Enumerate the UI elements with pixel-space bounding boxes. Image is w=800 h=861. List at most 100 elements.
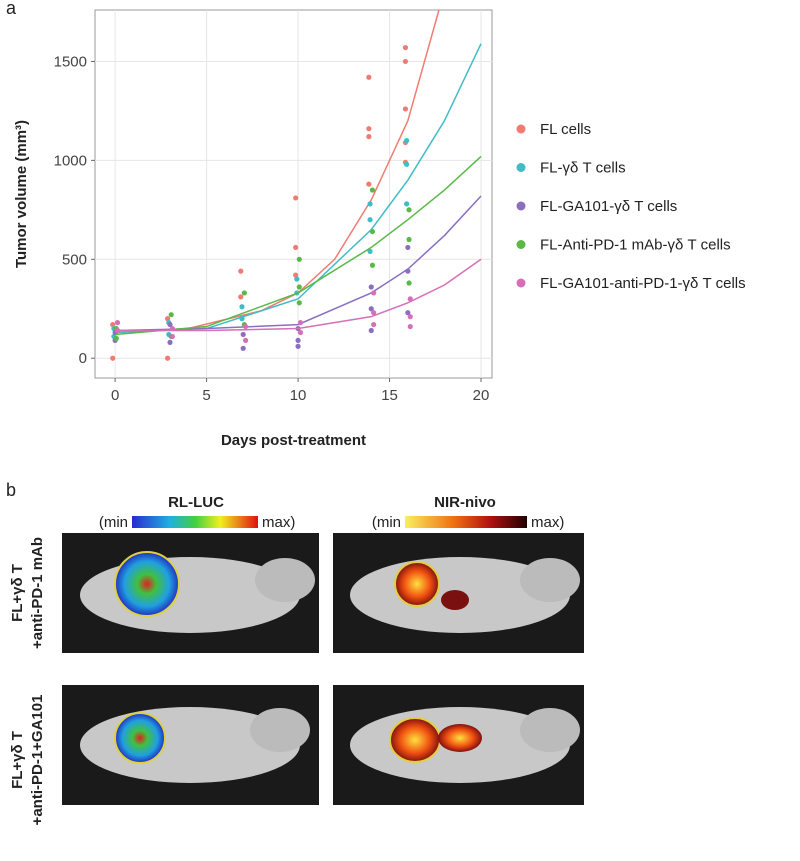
legend-label: FL-GA101-anti-PD-1-γδ T cells bbox=[540, 275, 746, 292]
point bbox=[240, 345, 246, 351]
point bbox=[407, 314, 413, 320]
point bbox=[367, 201, 373, 207]
point bbox=[366, 181, 372, 187]
x-tick-label: 10 bbox=[290, 387, 307, 404]
point bbox=[369, 262, 376, 268]
legend-marker bbox=[516, 163, 526, 172]
point bbox=[242, 337, 249, 344]
point bbox=[239, 316, 245, 322]
column-title: RL-LUC bbox=[168, 494, 224, 511]
point bbox=[368, 327, 374, 334]
legend-marker bbox=[516, 124, 526, 134]
y-tick-label: 1500 bbox=[54, 53, 87, 70]
image bbox=[333, 533, 584, 653]
point bbox=[238, 268, 244, 274]
point bbox=[368, 284, 374, 290]
point bbox=[113, 335, 119, 342]
panel-label: b bbox=[6, 480, 16, 500]
panel-b: RL-LUC NIR-nivo (min max) (min max) FL+γ… bbox=[9, 494, 584, 825]
point bbox=[295, 337, 301, 344]
y-tick-label: 500 bbox=[62, 251, 87, 268]
point bbox=[368, 306, 374, 312]
column-title: NIR-nivo bbox=[434, 494, 496, 511]
legend-label: FL-γδ T cells bbox=[540, 160, 626, 177]
point bbox=[165, 316, 171, 322]
point bbox=[404, 201, 410, 207]
row-label: +anti-PD-1 mAb bbox=[29, 537, 46, 649]
plot-area bbox=[94, 9, 493, 379]
point bbox=[167, 321, 173, 328]
legend-label: FL-GA101-γδ T cells bbox=[540, 198, 677, 215]
point bbox=[296, 284, 302, 290]
point bbox=[296, 300, 302, 306]
point bbox=[238, 294, 244, 300]
legend-label: FL cells bbox=[540, 121, 591, 138]
point bbox=[405, 268, 411, 274]
point bbox=[293, 195, 299, 201]
point bbox=[371, 290, 377, 296]
legend-marker bbox=[516, 201, 526, 211]
point bbox=[241, 290, 247, 296]
point bbox=[404, 161, 410, 167]
image bbox=[62, 533, 319, 653]
point bbox=[402, 106, 409, 112]
point bbox=[406, 236, 412, 243]
point bbox=[371, 310, 377, 316]
point bbox=[366, 134, 372, 140]
x-tick-label: 0 bbox=[111, 387, 119, 404]
point bbox=[405, 244, 411, 251]
scale-max: max) bbox=[262, 514, 295, 531]
point bbox=[406, 280, 412, 286]
scale-min: (min bbox=[99, 514, 128, 531]
point bbox=[242, 323, 249, 330]
point bbox=[297, 320, 304, 326]
point bbox=[110, 321, 116, 328]
point bbox=[404, 137, 410, 144]
point bbox=[402, 44, 409, 51]
legend-marker bbox=[516, 240, 526, 249]
point bbox=[369, 187, 376, 193]
x-tick-label: 20 bbox=[473, 387, 490, 404]
point bbox=[239, 304, 245, 310]
point bbox=[168, 312, 174, 318]
scale-max: max) bbox=[531, 514, 564, 531]
point bbox=[406, 207, 412, 213]
row-label: FL+γδ T bbox=[9, 564, 26, 622]
scale-min: (min bbox=[372, 514, 401, 531]
image bbox=[62, 685, 319, 805]
point bbox=[366, 74, 372, 80]
point bbox=[293, 272, 299, 278]
fit-line bbox=[115, 10, 440, 334]
point bbox=[367, 248, 373, 254]
point bbox=[294, 276, 300, 282]
point bbox=[369, 228, 376, 235]
legend-label: FL-Anti-PD-1 mAb-γδ T cells bbox=[540, 237, 731, 254]
point bbox=[293, 244, 299, 251]
legend-marker bbox=[516, 278, 526, 288]
chart: 0 500 1000 1500 0 5 10 15 20 Days post-treatment T… bbox=[13, 9, 746, 449]
point bbox=[407, 323, 413, 330]
point bbox=[114, 320, 121, 326]
color-scale bbox=[132, 516, 258, 528]
point bbox=[402, 58, 409, 65]
y-axis-title: Tumor volume (mm³) bbox=[13, 120, 30, 268]
x-tick-label: 15 bbox=[381, 387, 398, 404]
point bbox=[366, 126, 372, 132]
point bbox=[169, 325, 176, 332]
point bbox=[110, 355, 116, 361]
point bbox=[169, 333, 176, 340]
x-tick-label: 5 bbox=[202, 387, 210, 404]
color-scale bbox=[405, 516, 527, 528]
row-label: +anti-PD-1+GA101 bbox=[29, 695, 46, 826]
y-tick-label: 0 bbox=[79, 350, 87, 367]
point bbox=[165, 355, 171, 361]
point bbox=[367, 217, 373, 223]
panel-label: a bbox=[6, 0, 17, 18]
point bbox=[407, 296, 413, 302]
point bbox=[114, 327, 121, 334]
point bbox=[296, 256, 302, 262]
point bbox=[371, 321, 377, 328]
y-tick-label: 1000 bbox=[54, 152, 87, 169]
point bbox=[167, 339, 173, 345]
